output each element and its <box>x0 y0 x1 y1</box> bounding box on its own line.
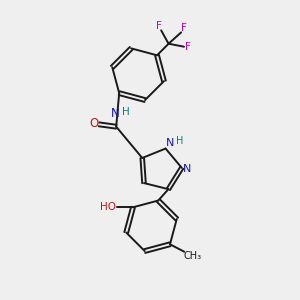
Text: H: H <box>176 136 184 146</box>
Text: F: F <box>185 42 191 52</box>
Text: F: F <box>156 21 162 31</box>
Text: HO: HO <box>100 202 116 212</box>
Text: H: H <box>122 106 130 117</box>
Text: CH₃: CH₃ <box>183 250 201 261</box>
Text: N: N <box>111 106 120 119</box>
Text: N: N <box>166 138 175 148</box>
Text: F: F <box>181 23 186 33</box>
Text: O: O <box>90 117 99 130</box>
Text: N: N <box>183 164 191 174</box>
